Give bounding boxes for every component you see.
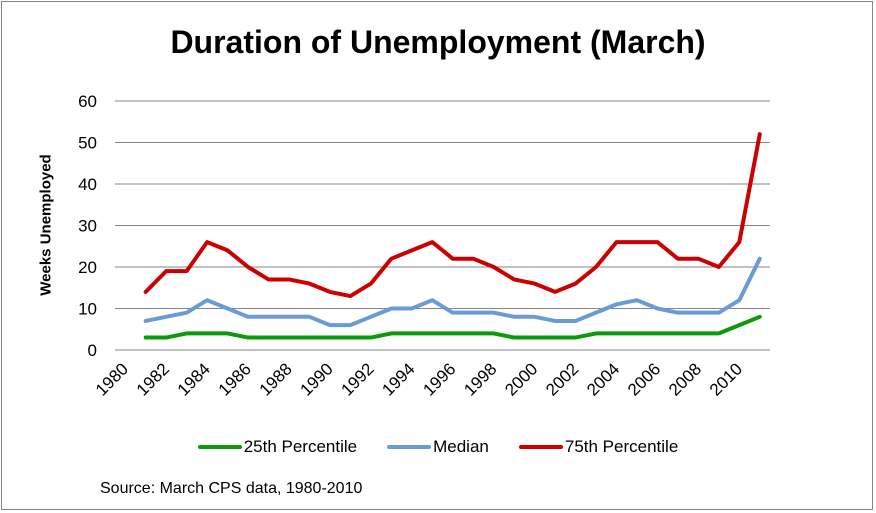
y-tick-label: 0 (88, 341, 97, 360)
y-tick-label: 60 (78, 92, 97, 111)
x-tick-label: 1990 (297, 359, 337, 399)
x-tick-label: 1996 (419, 359, 459, 399)
x-tick-label: 1984 (174, 359, 214, 399)
x-tick-label: 2000 (501, 359, 541, 399)
legend-label: 75th Percentile (564, 437, 679, 456)
legend-swatch (387, 445, 432, 449)
x-tick-label: 2002 (542, 359, 582, 399)
chart-title: Duration of Unemployment (March) (170, 24, 706, 60)
x-tick-label: 1986 (215, 359, 255, 399)
series-line (143, 132, 762, 299)
series-line (143, 256, 762, 328)
legend: 25th Percentile Median 75th Percentile (0, 437, 876, 457)
x-tick-label: 1980 (92, 359, 132, 399)
x-tick-label: 1992 (338, 359, 378, 399)
x-tick-label: 2008 (665, 359, 705, 399)
x-tick-label: 1988 (256, 359, 296, 399)
legend-item-median: Median (387, 437, 489, 457)
x-tick-label: 2004 (583, 359, 623, 399)
legend-label: 25th Percentile (243, 437, 358, 456)
y-tick-label: 10 (78, 300, 97, 319)
x-tick-label: 2010 (706, 359, 746, 399)
legend-item-25th: 25th Percentile (197, 437, 358, 457)
x-tick-label: 2006 (624, 359, 664, 399)
x-tick-label: 1998 (460, 359, 500, 399)
y-tick-label: 20 (78, 258, 97, 277)
legend-swatch (518, 445, 563, 449)
legend-label: Median (433, 437, 489, 456)
source-note: Source: March CPS data, 1980-2010 (100, 480, 363, 497)
series-line (143, 314, 762, 340)
y-tick-label: 30 (78, 217, 97, 236)
legend-item-75th: 75th Percentile (518, 437, 679, 457)
x-tick-label: 1994 (378, 359, 418, 399)
y-tick-label: 40 (78, 175, 97, 194)
legend-swatch (197, 445, 242, 449)
y-tick-label: 50 (78, 134, 97, 153)
x-tick-label: 1982 (133, 359, 173, 399)
